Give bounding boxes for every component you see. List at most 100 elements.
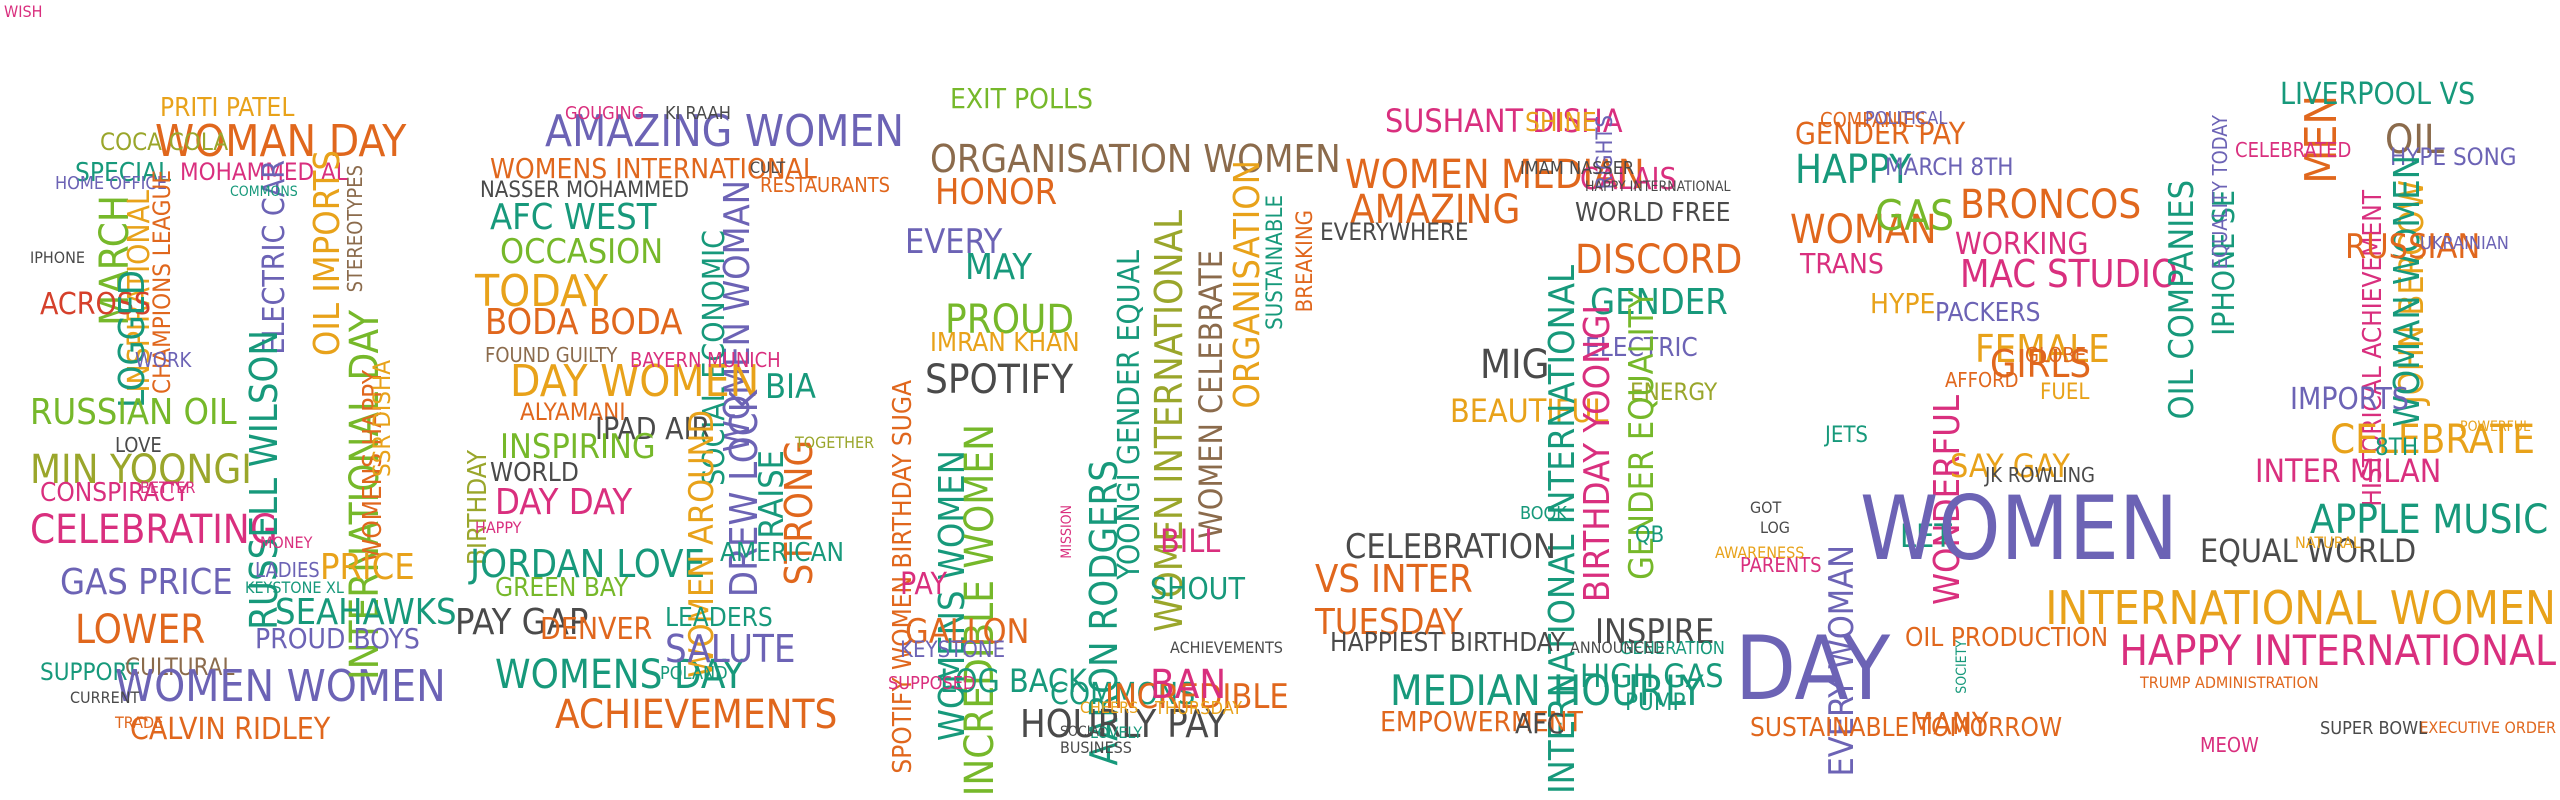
cloud-word-imports: IMPORTS [2290, 382, 2409, 417]
cloud-word-world: WORLD [490, 458, 579, 488]
cloud-word-raise: RAISE [752, 450, 792, 539]
cloud-word-afc: AFC [1515, 707, 1565, 740]
cloud-word-conspiracy: CONSPIRACY [40, 478, 189, 508]
cloud-word-across: ACROSS [40, 287, 152, 322]
cloud-word-generation: GENERATION [1620, 638, 1725, 659]
cloud-word-awareness: AWARENESS [1715, 543, 1805, 562]
cloud-word-spotify: SPOTIFY [925, 357, 1074, 403]
cloud-word-gender: GENDER [1590, 282, 1728, 323]
cloud-word-hype: HYPE [1870, 287, 1936, 320]
cloud-word-tuesday: TUESDAY [1315, 602, 1463, 643]
cloud-word-energy: ENERGY [1630, 378, 1718, 406]
cloud-word-incredible: INCREDIBLE [1105, 677, 1289, 717]
cloud-word-found-guilty: FOUND GUILTY [485, 343, 618, 367]
cloud-word-support: SUPPORT [40, 658, 139, 686]
cloud-word-jets: JETS [1825, 423, 1868, 448]
cloud-word-imran-khan: IMRAN KHAN [930, 328, 1080, 358]
cloud-word-log-back: LOG BACK [940, 662, 1087, 700]
cloud-word-money: MONEY [260, 533, 313, 552]
cloud-word-everywhere: EVERYWHERE [1320, 218, 1469, 246]
cloud-word-march-8th: MARCH 8TH [1885, 153, 2014, 181]
cloud-word-russian-oil: RUSSIAN OIL [30, 392, 237, 433]
cloud-word-inspiring: INSPIRING [500, 427, 656, 467]
cloud-word-women-median: WOMEN MEDIAN [1345, 152, 1645, 198]
cloud-word-afford: AFFORD [1945, 368, 2019, 392]
cloud-word-stereotypes: STEREOTYPES [343, 165, 367, 293]
cloud-word-achievements: ACHIEVEMENTS [1170, 638, 1283, 657]
cloud-word-calais: CALAIS [1580, 162, 1677, 197]
cloud-word-fuel: FUEL [2040, 380, 2090, 405]
cloud-word-mohammed-al: MOHAMMED AL [180, 158, 348, 186]
cloud-word-discord: DISCORD [1575, 237, 1743, 283]
cloud-word-happy: HAPPY [475, 518, 522, 537]
cloud-word-book: BOOK [1520, 503, 1567, 524]
cloud-word-super-bowl: SUPER BOWL [2320, 718, 2428, 739]
cloud-word-woman-day: WOMAN DAY [155, 116, 407, 167]
cloud-word-bill: BILL [1160, 522, 1221, 560]
cloud-word-achievements: ACHIEVEMENTS [555, 692, 838, 738]
cloud-word-got: GOT [1750, 498, 1782, 517]
cloud-word-shout: SHOUT [1150, 572, 1245, 607]
cloud-word-ssr-disha: SSR DISHA [368, 360, 396, 477]
cloud-word-hype-song: HYPE SONG [2390, 143, 2517, 171]
cloud-word-median-hourly: MEDIAN HOURLY [1390, 666, 1704, 715]
cloud-word-pay-gap: PAY GAP [455, 602, 589, 643]
cloud-word-empowerment: EMPOWERMENT [1380, 705, 1583, 738]
cloud-word-parents: PARENTS [1740, 553, 1822, 577]
cloud-word-amazing: AMAZING [1350, 187, 1521, 233]
cloud-word-exit-polls: EXIT POLLS [950, 82, 1094, 115]
cloud-word-ukrainian: UKRAINIAN [2420, 233, 2509, 254]
cloud-word-proud: PROUD [945, 297, 1075, 343]
cloud-word-powerful: POWERFUL [2460, 419, 2531, 435]
cloud-word-hourly-pay: HOURLY PAY [1020, 702, 1227, 746]
cloud-word-gas-price: GAS PRICE [60, 562, 233, 603]
cloud-word-oil-imports: OIL IMPORTS [307, 150, 348, 357]
cloud-word-today: TODAY [475, 266, 608, 317]
cloud-word-equality-today: EQUALITY TODAY [2208, 115, 2232, 270]
cloud-word-ban: BAN [1150, 662, 1227, 708]
cloud-word-wish: WISH [4, 2, 43, 21]
cloud-word-alyamani: ALYAMANI [520, 398, 626, 426]
cloud-word-trade: TRADE [115, 713, 164, 732]
cloud-word-companies: COMPANIES [1820, 108, 1926, 132]
cloud-word-shine: SHINE [1525, 108, 1597, 138]
cloud-word-oil-production: OIL PRODUCTION [1905, 623, 2109, 653]
cloud-word-supposed: SUPPOSED [888, 673, 976, 694]
cloud-word-logged: LOGGED [112, 270, 153, 408]
cloud-word-happy: HAPPY [1795, 147, 1912, 193]
cloud-word-mig: MIG [1480, 342, 1550, 388]
cloud-word-day-day: DAY DAY [495, 482, 633, 523]
cloud-word-mac-studio: MAC STUDIO [1960, 252, 2178, 296]
cloud-word-gouging: GOUGING [565, 103, 645, 124]
cloud-word-vs-inter: VS INTER [1315, 557, 1473, 601]
cloud-word-ipad-air: IPAD AIR [595, 412, 711, 447]
cloud-word-social: SOCIAL [1060, 724, 1107, 740]
cloud-word-special: SPECIAL [75, 158, 171, 188]
cloud-word-birthday-yoongi: BIRTHDAY YOONGI [1577, 305, 1618, 603]
cloud-word-salute: SALUTE [665, 627, 796, 671]
cloud-word-sustainable: SUSTAINABLE [1263, 195, 1288, 330]
cloud-word-natural: NATURAL [2295, 533, 2361, 552]
cloud-word-commons: COMMONS [230, 184, 298, 200]
cloud-word-broncos: BRONCOS [1960, 182, 2142, 228]
cloud-word-sushant-disha: SUSHANT DISHA [1385, 102, 1623, 140]
cloud-word-beautiful: BEAUTIFUL [1450, 392, 1609, 430]
cloud-word-honor: HONOR [935, 172, 1058, 213]
cloud-word-woman: WOMAN [1790, 207, 1937, 253]
cloud-word-political: POLITICAL [1865, 108, 1948, 129]
cloud-word-cultural: CULTURAL [125, 653, 235, 681]
cloud-word-breaking: BREAKING [1293, 210, 1318, 313]
cloud-word-globe: GLOBE [2025, 343, 2087, 367]
cloud-word-jordan-love: JORDAN LOVE [470, 542, 706, 586]
cloud-word-keystone-xl: KEYSTONE XL [245, 578, 344, 597]
cloud-word-priti-patel: PRITI PATEL [160, 93, 295, 123]
cloud-word-may: MAY [965, 247, 1033, 288]
cloud-word-world-free: WORLD FREE [1575, 198, 1731, 228]
cloud-word-imam-nasser: IMAM NASSER [1520, 158, 1635, 179]
cloud-word-lower: LOWER [75, 607, 206, 653]
cloud-word-high-gas: HIGH GAS [1580, 657, 1724, 695]
cloud-word-leaders: LEADERS [665, 603, 773, 633]
cloud-word-log: LOG [1760, 518, 1790, 537]
cloud-word-together: TOGETHER [795, 433, 875, 452]
cloud-word-min-yoongi: MIN YOONGI [30, 447, 252, 493]
